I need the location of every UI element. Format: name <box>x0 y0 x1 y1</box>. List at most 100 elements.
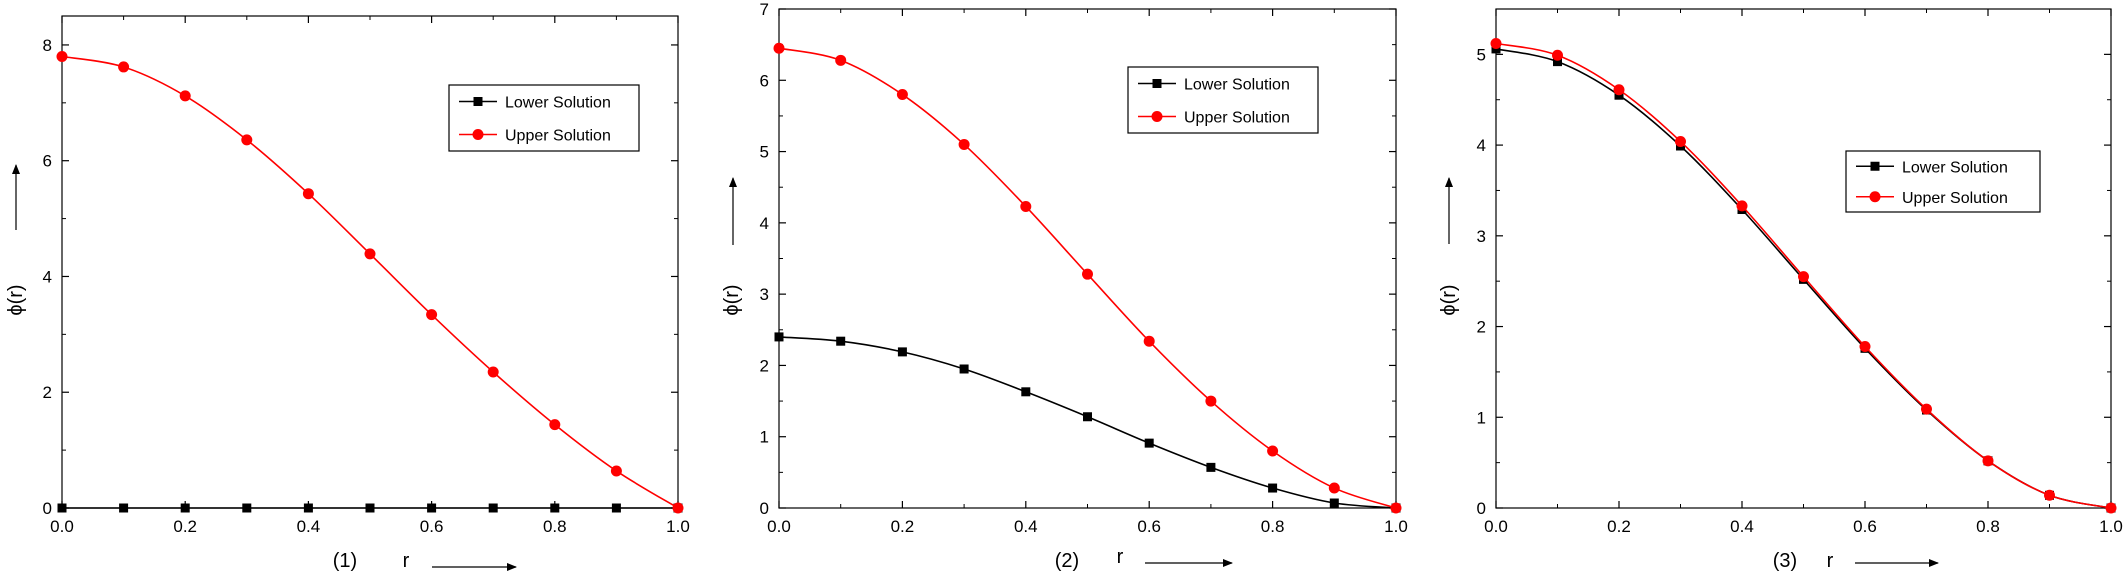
x-tick-label: 0.2 <box>1607 517 1631 536</box>
data-point <box>1021 387 1031 397</box>
x-tick-label: 0.0 <box>50 517 74 536</box>
legend-swatch-marker <box>472 129 484 140</box>
data-point <box>241 134 253 146</box>
data-point <box>302 188 314 200</box>
x-tick-label: 0.0 <box>1484 517 1508 536</box>
data-point <box>57 503 67 513</box>
x-tick-label: 0.4 <box>1730 517 1754 536</box>
legend-entry-label: Upper Solution <box>1184 110 1290 127</box>
series-upper-solution <box>773 42 1402 514</box>
data-point <box>549 419 561 431</box>
data-point <box>427 503 437 513</box>
panel-label: (3) <box>1773 550 1797 572</box>
legend-entry-label: Upper Solution <box>505 128 611 145</box>
legend-box <box>448 84 640 152</box>
data-point <box>426 309 438 321</box>
data-point <box>119 503 129 513</box>
y-axis-title: ϕ(r) <box>1438 284 1460 315</box>
data-point <box>611 503 621 513</box>
data-point <box>488 503 498 513</box>
y-tick-label: 0 <box>760 499 769 518</box>
legend-swatch-marker <box>1151 111 1163 122</box>
x-tick-label: 0.4 <box>1014 517 1038 536</box>
data-point <box>1613 84 1625 96</box>
data-point <box>1736 200 1748 212</box>
data-point <box>365 503 375 513</box>
data-point <box>487 366 499 378</box>
data-point <box>1921 403 1932 415</box>
data-point <box>896 89 908 101</box>
legend-entry-label: Upper Solution <box>1902 190 2008 207</box>
data-point <box>1798 271 1809 283</box>
data-point <box>179 90 191 102</box>
data-point <box>959 364 969 374</box>
y-tick-label: 4 <box>1477 136 1486 155</box>
x-tick-label: 1.0 <box>2099 517 2123 536</box>
x-axis-title: r <box>403 550 410 572</box>
data-point <box>1490 37 1502 49</box>
data-point <box>1552 49 1563 61</box>
chart-panel-1: 0.0 0.2 0.4 0.6 0.8 1.0 0 2 4 6 8 Lower Solution Upp… <box>5 15 690 572</box>
chart-panel-2: 0.0 0.2 0.4 0.6 0.8 1.0 0 1 2 3 4 5 6 7 Lower Solution… <box>721 0 1408 572</box>
y-tick-label: 0 <box>1477 499 1486 518</box>
y-axis-title: ϕ(r) <box>721 284 743 315</box>
data-point <box>1082 268 1093 280</box>
y-tick-label: 3 <box>760 285 769 304</box>
x-tick-label: 0.6 <box>1853 517 1877 536</box>
series-upper-solution <box>1490 37 2117 514</box>
data-point <box>958 138 970 150</box>
data-point <box>242 503 252 513</box>
chart-panel-3: 0.0 0.2 0.4 0.6 0.8 1.0 0 1 2 3 4 5 Lower Solution Up… <box>1438 8 2123 572</box>
y-tick-label: 6 <box>760 71 769 90</box>
data-point <box>1553 57 1562 67</box>
y-tick-label: 2 <box>43 383 52 402</box>
x-axis-title: r <box>1827 550 1834 572</box>
legend-entry-label: Lower Solution <box>1184 77 1290 94</box>
x-tick-label: 0.2 <box>173 517 197 536</box>
data-point <box>1083 412 1092 422</box>
y-tick-label: 2 <box>760 356 769 375</box>
x-tick-label: 0.8 <box>543 517 567 536</box>
x-tick-label: 0.6 <box>1137 517 1161 536</box>
panel-label: (1) <box>333 550 357 572</box>
data-point <box>836 336 846 346</box>
x-tick-label: 1.0 <box>666 517 690 536</box>
y-tick-label: 1 <box>1477 408 1486 427</box>
y-tick-label: 5 <box>1477 45 1486 64</box>
y-tick-label: 4 <box>760 214 769 233</box>
panel-label: (2) <box>1055 550 1079 572</box>
y-tick-label: 4 <box>43 267 52 286</box>
y-tick-label: 3 <box>1477 227 1486 246</box>
y-tick-label: 1 <box>760 428 769 447</box>
data-point <box>364 248 376 260</box>
data-point <box>1982 455 1994 467</box>
legend-box <box>1127 66 1319 134</box>
series-upper-solution <box>56 51 684 514</box>
y-tick-label: 0 <box>43 499 52 518</box>
legend-entry-label: Lower Solution <box>505 95 611 112</box>
data-point <box>1390 502 1402 514</box>
data-point <box>1144 438 1154 448</box>
legend-entry-label: Lower Solution <box>1902 159 2008 176</box>
legend-swatch-marker <box>1869 191 1881 203</box>
y-tick-label: 2 <box>1477 318 1486 337</box>
series-lower-solution <box>57 503 683 513</box>
data-point <box>303 503 313 513</box>
x-tick-label: 0.4 <box>297 517 321 536</box>
data-point <box>1329 498 1339 508</box>
data-point <box>774 332 784 342</box>
data-point <box>897 347 907 357</box>
y-tick-label: 8 <box>43 36 52 55</box>
x-tick-label: 0.8 <box>1261 517 1285 536</box>
legend-swatch-marker <box>473 97 483 106</box>
legend: Lower Solution Upper Solution <box>1127 66 1319 134</box>
x-tick-label: 0.8 <box>1976 517 2000 536</box>
legend-swatch-marker <box>1152 79 1162 88</box>
legend: Lower Solution Upper Solution <box>448 84 640 152</box>
plot-frame <box>1495 8 2112 509</box>
data-point <box>1859 341 1871 353</box>
data-point <box>1206 462 1216 472</box>
data-point <box>1205 395 1217 407</box>
series-lower-solution <box>774 332 1401 513</box>
